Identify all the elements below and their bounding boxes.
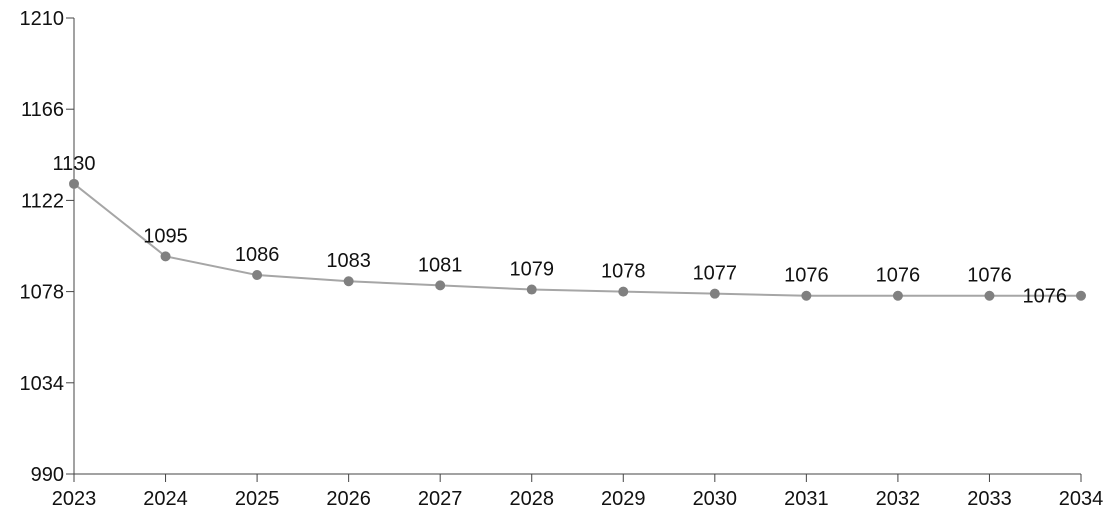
x-tick-label: 2025 xyxy=(235,488,280,510)
x-tick-label: 2023 xyxy=(52,488,97,510)
data-label: 1076 xyxy=(784,265,829,287)
x-tick-label: 2032 xyxy=(876,488,921,510)
y-tick-label: 1166 xyxy=(21,99,64,121)
x-tick-label: 2028 xyxy=(509,488,554,510)
data-labels: 1130 1095 1086 1083 1081 1079 1078 1077 1076 1076… xyxy=(52,153,1067,308)
data-point xyxy=(343,276,354,287)
data-label: 1077 xyxy=(693,263,738,285)
data-point xyxy=(160,251,171,262)
data-label: 1076 xyxy=(1023,286,1068,308)
data-point xyxy=(801,290,812,301)
x-axis-ticks: 2023 2024 2025 2026 2027 2028 2029 2030 2031 2032… xyxy=(52,474,1104,510)
x-tick-label: 2031 xyxy=(784,488,829,510)
x-tick-label: 2034 xyxy=(1059,488,1104,510)
data-label: 1083 xyxy=(326,250,371,272)
data-point xyxy=(69,178,79,189)
y-tick-label: 1210 xyxy=(20,8,65,30)
data-points xyxy=(69,178,1086,301)
x-tick-label: 2033 xyxy=(967,488,1012,510)
y-tick-label: 990 xyxy=(31,464,64,486)
data-point xyxy=(984,290,995,301)
y-tick-label: 1034 xyxy=(20,373,65,395)
data-label: 1081 xyxy=(418,254,463,276)
x-tick-label: 2024 xyxy=(143,488,188,510)
data-point xyxy=(252,270,263,281)
data-label: 1095 xyxy=(143,225,188,247)
data-point xyxy=(435,280,446,291)
x-tick-label: 2030 xyxy=(693,488,738,510)
data-point xyxy=(526,284,537,295)
data-label: 1079 xyxy=(509,259,554,281)
data-label: 1086 xyxy=(235,244,280,266)
data-label: 1076 xyxy=(876,265,921,287)
x-tick-label: 2027 xyxy=(418,488,463,510)
series-line xyxy=(73,183,1081,297)
y-axis-ticks: 990 1034 1078 1122 1166 1210 xyxy=(20,8,74,486)
x-tick-label: 2026 xyxy=(326,488,371,510)
data-point xyxy=(892,290,903,301)
data-label: 1130 xyxy=(52,153,95,175)
data-label: 1078 xyxy=(601,261,646,283)
data-point xyxy=(1076,290,1086,301)
y-tick-label: 1078 xyxy=(20,282,65,304)
data-point xyxy=(618,286,629,297)
data-label: 1076 xyxy=(967,265,1012,287)
x-tick-label: 2029 xyxy=(601,488,646,510)
data-point xyxy=(709,288,720,299)
y-tick-label: 1122 xyxy=(21,190,64,212)
